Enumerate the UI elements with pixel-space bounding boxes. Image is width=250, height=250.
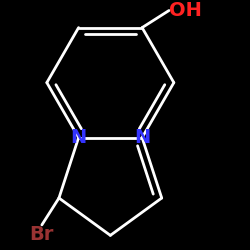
- Text: Br: Br: [30, 225, 54, 244]
- Text: N: N: [134, 128, 150, 147]
- Text: N: N: [70, 128, 87, 147]
- Text: OH: OH: [169, 1, 202, 20]
